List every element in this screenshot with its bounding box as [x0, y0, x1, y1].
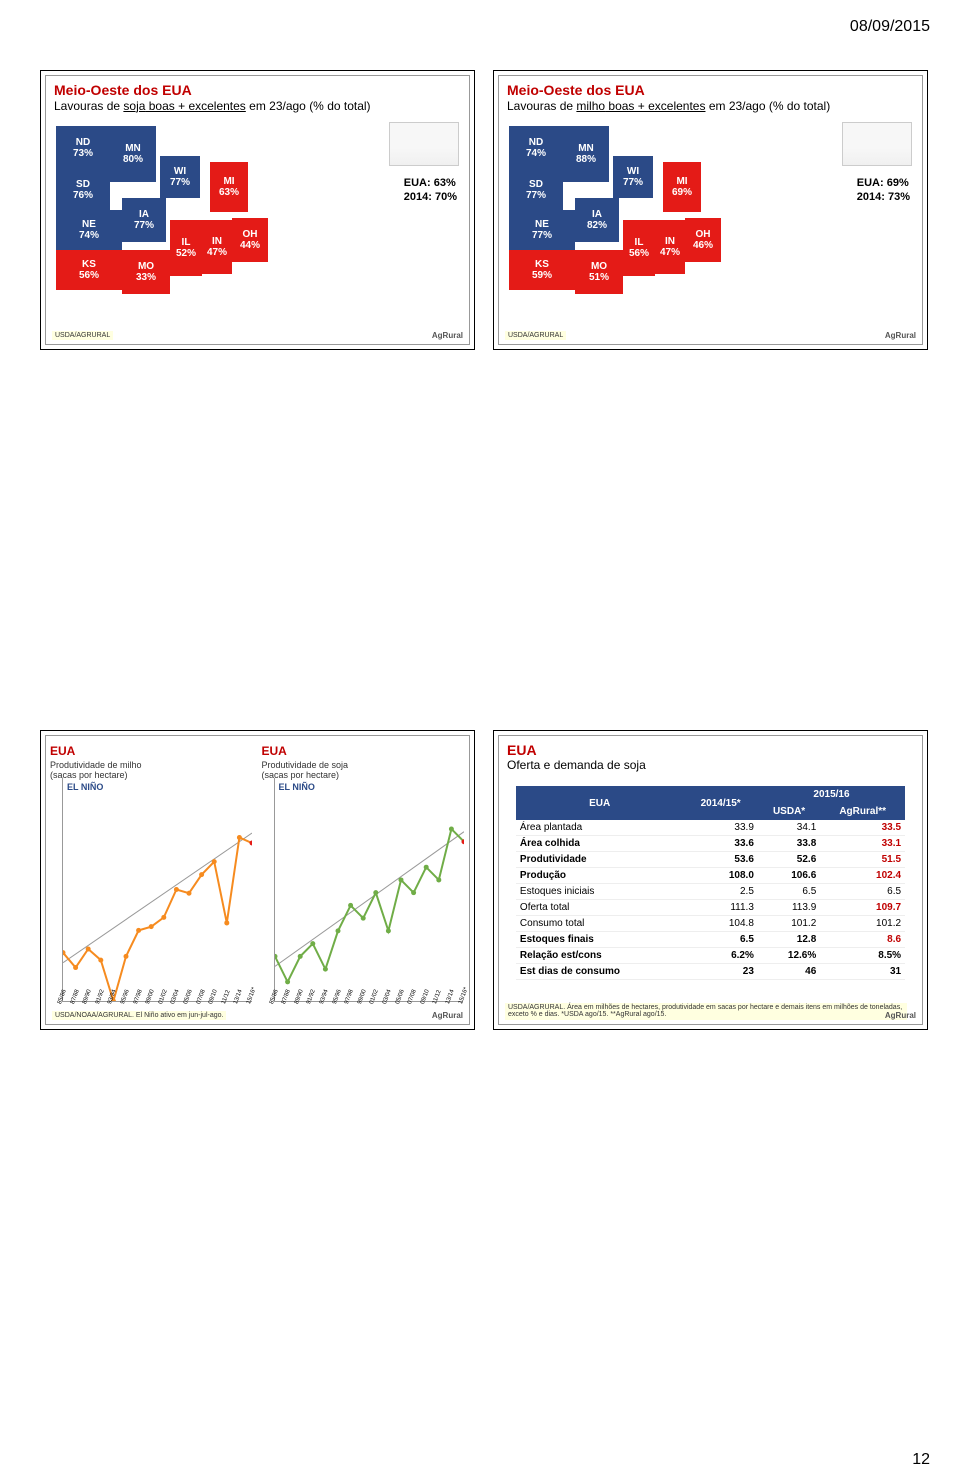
title-corn: Meio-Oeste dos EUA [507, 82, 645, 98]
state-sd: SD76% [56, 170, 110, 210]
map-corn: ND74%SD77%NE77%KS59% MN88% IA82% MO51% WI77%… [509, 126, 769, 296]
cs1: Produtividade de milho [50, 760, 142, 770]
state-ia: IA77% [122, 198, 166, 242]
state-nd: ND73% [56, 126, 110, 170]
state-oh: OH44% [232, 218, 268, 262]
state-wi: WI77% [160, 156, 200, 198]
state-sd: SD77% [509, 170, 563, 210]
th-top: 2015/16 [758, 786, 905, 803]
sub-pre2: Lavouras de [507, 99, 576, 113]
state-mo: MO33% [122, 250, 170, 294]
table-row: Consumo total104.8101.2101.2 [516, 916, 905, 932]
state-mn: MN88% [563, 126, 609, 182]
sum2: 2014: 70% [404, 190, 457, 204]
summary-soy: EUA: 63% 2014: 70% [404, 176, 457, 205]
th-s2: AgRural** [820, 803, 905, 820]
state-mi: MI69% [663, 162, 701, 212]
state-mi: MI63% [210, 162, 248, 212]
state-in: IN47% [655, 220, 685, 274]
tbl-title: EUA [499, 736, 922, 758]
crop-soy: soja [123, 99, 145, 113]
panel-soy-supply-demand: EUA Oferta e demanda de soja EUA 2014/15… [493, 730, 928, 1030]
agrural-logo [885, 331, 916, 340]
panel-soy-map: Meio-Oeste dos EUA Lavouras de soja boas… [40, 70, 475, 350]
sum2r: 2014: 73% [857, 190, 910, 204]
panel-footer: USDA/AGRURAL [52, 331, 113, 340]
sum1r: EUA: 69% [857, 176, 910, 190]
chart-corn-yield: EUA Produtividade de milho (sacas por he… [46, 736, 258, 1024]
chart-footer: USDA/NOAA/AGRURAL. El Niño ativo em jun-… [52, 1011, 226, 1020]
sub-bx2: boas + excelentes [605, 99, 705, 113]
table-row: Estoques finais6.512.88.6 [516, 932, 905, 948]
state-ia: IA82% [575, 198, 619, 242]
table-row: Área colhida33.633.833.1 [516, 836, 905, 852]
mini-us-map-icon [389, 122, 459, 166]
table-row: Est dias de consumo234631 [516, 964, 905, 980]
state-ne: NE77% [509, 210, 575, 250]
table-footer: USDA/AGRURAL. Área em milhões de hectare… [505, 1003, 907, 1020]
table-row: Produção108.0106.6102.4 [516, 868, 905, 884]
agrural-logo [432, 1011, 463, 1020]
summary-corn: EUA: 69% 2014: 73% [857, 176, 910, 205]
ct1: EUA [50, 744, 75, 758]
th-l: EUA [516, 786, 683, 820]
chart-svg: 6055504540353025 [275, 778, 464, 1001]
ct2: EUA [262, 744, 287, 758]
agrural-logo [885, 1011, 916, 1020]
sub-soy: Lavouras de soja boas + excelentes em 23… [46, 99, 469, 117]
sub-pre: Lavouras de [54, 99, 123, 113]
agrural-logo [432, 331, 463, 340]
panel-corn-map: Meio-Oeste dos EUA Lavouras de milho boa… [493, 70, 928, 350]
state-wi: WI77% [613, 156, 653, 198]
state-oh: OH46% [685, 218, 721, 262]
supply-demand-table: EUA 2014/15* 2015/16 USDA* AgRural** Áre… [516, 786, 905, 980]
sub-date: em 23/ago (% do total) [246, 99, 371, 113]
sum1: EUA: 63% [404, 176, 457, 190]
sub-bx: boas + excelentes [145, 99, 245, 113]
title-soy: Meio-Oeste dos EUA [54, 82, 192, 98]
state-ks: KS59% [509, 250, 575, 290]
th-m: 2014/15* [683, 786, 757, 820]
th-s1: USDA* [758, 803, 820, 820]
table-row: Produtividade53.652.651.5 [516, 852, 905, 868]
chart-svg: 20018016014012010080 [63, 778, 252, 1001]
crop-corn: milho [576, 99, 605, 113]
panel-footer: USDA/AGRURAL [505, 331, 566, 340]
sub-corn: Lavouras de milho boas + excelentes em 2… [499, 99, 922, 117]
table-row: Estoques iniciais2.56.56.5 [516, 884, 905, 900]
page-number: 12 [912, 1451, 930, 1469]
cs2: Produtividade de soja [262, 760, 349, 770]
mini-us-map-icon [842, 122, 912, 166]
state-il: IL52% [170, 220, 202, 276]
table-row: Relação est/cons6.2%12.6%8.5% [516, 948, 905, 964]
table-row: Área plantada33.934.133.5 [516, 820, 905, 836]
sub-date2: em 23/ago (% do total) [705, 99, 830, 113]
state-mo: MO51% [575, 250, 623, 294]
chart-soy-yield: EUA Produtividade de soja (sacas por hec… [258, 736, 470, 1024]
state-in: IN47% [202, 220, 232, 274]
tbl-sub: Oferta e demanda de soja [499, 758, 922, 780]
state-il: IL56% [623, 220, 655, 276]
state-mn: MN80% [110, 126, 156, 182]
map-soy: ND73%SD76%NE74%KS56% MN80% IA77% MO33% WI77%… [56, 126, 316, 296]
state-ks: KS56% [56, 250, 122, 290]
panel-yield-charts: EUA Produtividade de milho (sacas por he… [40, 730, 475, 1030]
state-ne: NE74% [56, 210, 122, 250]
table-row: Oferta total111.3113.9109.7 [516, 900, 905, 916]
page-date: 08/09/2015 [850, 18, 930, 36]
state-nd: ND74% [509, 126, 563, 170]
